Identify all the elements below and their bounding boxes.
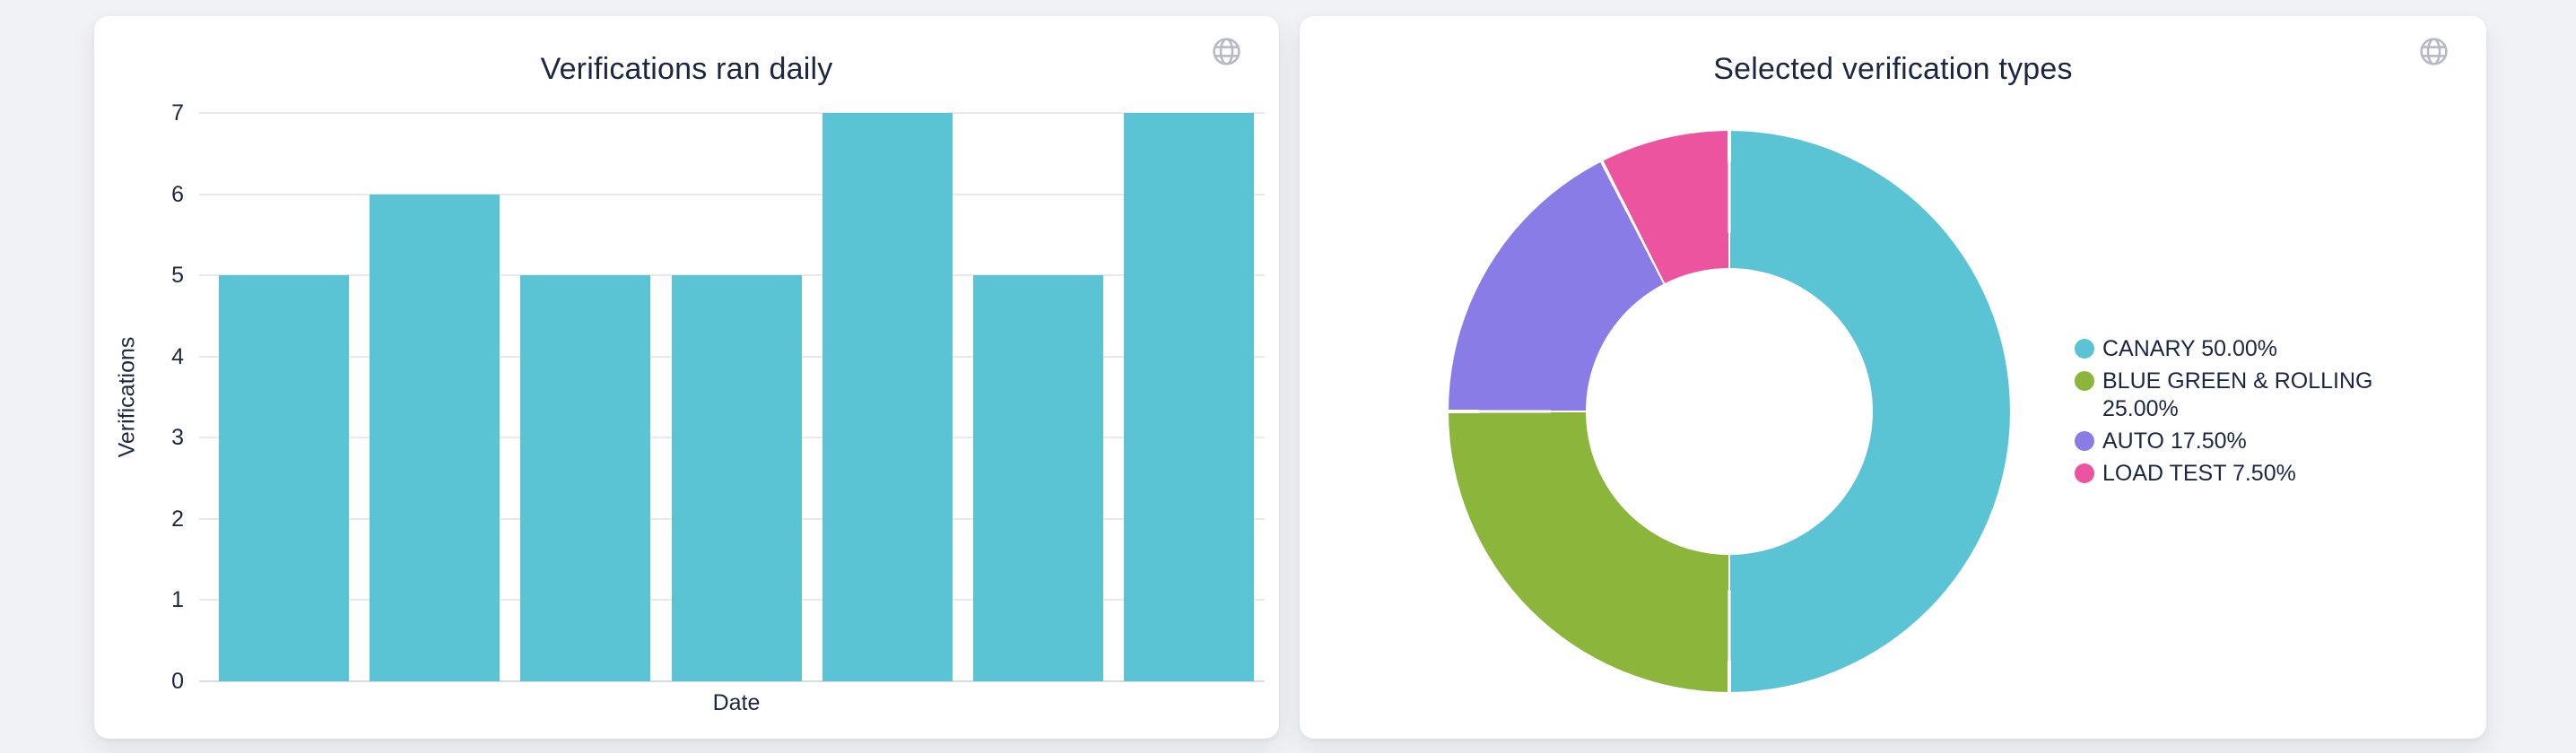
- legend-item-auto[interactable]: AUTO 17.50%: [2075, 428, 2387, 455]
- donut-hole: [1586, 268, 1873, 555]
- donut-chart-title: Selected verification types: [1713, 52, 2073, 86]
- legend-bullet: [2075, 463, 2094, 483]
- y-tick-label-3: 3: [171, 425, 184, 451]
- gridline-6: [199, 193, 1265, 195]
- bar-1[interactable]: [218, 275, 349, 681]
- bar-chart-title: Verifications ran daily: [540, 52, 833, 86]
- legend-item-canary[interactable]: CANARY 50.00%: [2075, 335, 2387, 363]
- bar-5[interactable]: [822, 113, 953, 681]
- y-tick-label-1: 1: [171, 587, 184, 613]
- bar-4[interactable]: [671, 275, 802, 681]
- globe-icon: [1210, 35, 1243, 71]
- y-axis-ticks: 0 1 2 3 4 5 6 7: [130, 100, 184, 694]
- legend-label: LOAD TEST 7.50%: [2102, 461, 2296, 486]
- gridline-0: [199, 680, 1265, 682]
- legend-bullet: [2075, 339, 2094, 359]
- bar-2[interactable]: [369, 194, 500, 681]
- bar-plot-area: [199, 112, 1265, 682]
- y-tick-label-6: 6: [171, 181, 184, 207]
- y-tick-label-0: 0: [171, 669, 184, 694]
- bar-6[interactable]: [973, 275, 1104, 681]
- legend-bullet: [2075, 371, 2094, 391]
- donut-chart[interactable]: [1449, 131, 2010, 692]
- legend-item-load-test[interactable]: LOAD TEST 7.50%: [2075, 460, 2387, 488]
- y-tick-label-4: 4: [171, 343, 184, 369]
- globe-icon-button[interactable]: [2416, 36, 2450, 70]
- y-tick-label-2: 2: [171, 506, 184, 532]
- x-axis-label: Date: [712, 690, 761, 715]
- bar-7[interactable]: [1124, 113, 1255, 681]
- globe-icon: [2417, 35, 2450, 71]
- legend-label: BLUE GREEN & ROLLING 25.00%: [2102, 368, 2373, 421]
- y-tick-label-7: 7: [171, 100, 184, 126]
- gridline-5: [199, 274, 1265, 277]
- legend-bullet: [2075, 431, 2094, 451]
- bar-3[interactable]: [520, 275, 651, 681]
- legend-label: CANARY 50.00%: [2102, 336, 2278, 361]
- donut-legend: CANARY 50.00% BLUE GREEN & ROLLING 25.00%…: [2075, 335, 2387, 488]
- legend-label: AUTO 17.50%: [2102, 428, 2247, 454]
- donut-chart-card: Selected verification types CANARY 50.00…: [1300, 16, 2486, 739]
- legend-item-blue-green-rolling[interactable]: BLUE GREEN & ROLLING 25.00%: [2075, 368, 2387, 423]
- y-tick-label-5: 5: [171, 263, 184, 289]
- globe-icon-button[interactable]: [1209, 36, 1243, 70]
- gridline-7: [199, 112, 1265, 114]
